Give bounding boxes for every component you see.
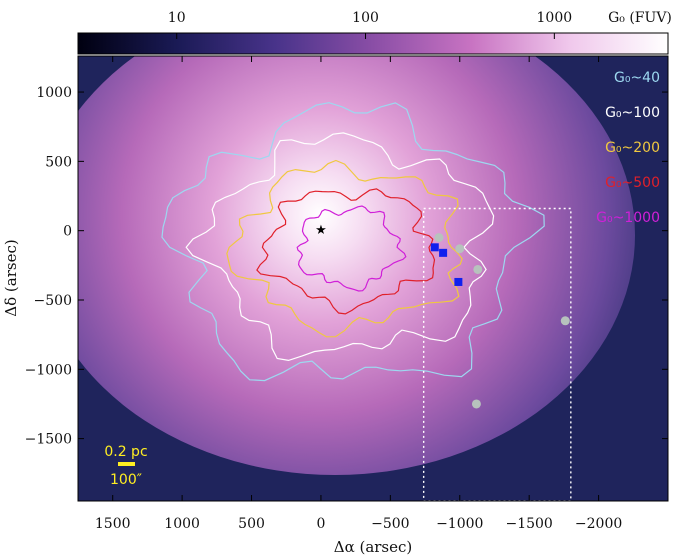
x-tick-label: −500 [371, 516, 409, 532]
colorbar-label: G₀ (FUV) [608, 10, 672, 26]
contour-line [226, 159, 463, 338]
y-tick-label: 500 [45, 154, 72, 170]
blue-marker [454, 277, 463, 286]
plot-frame [77, 55, 669, 502]
gray-marker [560, 316, 570, 326]
colorbar-tick-label: 10 [168, 10, 186, 26]
x-tick-label: −2000 [575, 516, 622, 532]
gray-marker [471, 399, 481, 409]
legend-entry: G₀~200 [605, 140, 660, 156]
gray-marker [473, 264, 483, 274]
contour-line [256, 188, 436, 315]
legend-entry: G₀~500 [605, 175, 660, 191]
scale-bar-line [118, 462, 135, 466]
gray-marker [455, 244, 465, 254]
legend-entry: G₀~100 [605, 105, 660, 121]
y-tick-label: −1500 [25, 432, 72, 448]
y-tick-label: 1000 [36, 85, 72, 101]
y-tick-label: −1000 [25, 362, 72, 378]
x-tick-label: −1000 [436, 516, 483, 532]
markers-layer [430, 233, 570, 409]
blue-marker [430, 243, 439, 252]
contour-legend: G₀~40 G₀~100 G₀~200 G₀~500 G₀~1000 [596, 70, 660, 226]
x-tick-label: −1500 [505, 516, 552, 532]
legend-entry: G₀~40 [614, 70, 660, 86]
scale-bar: 0.2 pc 100″ [104, 444, 147, 488]
y-tick-label: −500 [34, 293, 72, 309]
scale-bar-top-label: 0.2 pc [104, 444, 147, 460]
y-axis-title: Δδ (arsec) [2, 239, 20, 316]
x-tick-label: 500 [238, 516, 265, 532]
x-axis: 1500 1000 500 0 −500 −1000 −1500 −2000 [95, 56, 622, 532]
scale-bar-bottom-label: 100″ [110, 472, 142, 488]
blue-marker [439, 248, 448, 257]
colorbar-tick-label: 1000 [537, 10, 573, 26]
y-tick-label: 0 [63, 224, 72, 240]
x-tick-label: 1500 [95, 516, 131, 532]
x-axis-title: Δα (arsec) [334, 538, 413, 556]
colorbar: 10 100 1000 G₀ (FUV) [77, 10, 672, 55]
contour-line [161, 102, 545, 382]
legend-entry: G₀~1000 [596, 210, 660, 226]
colorbar-ticks: 10 100 1000 [168, 10, 572, 39]
x-tick-label: 0 [316, 516, 325, 532]
y-axis: 1000 500 0 −500 −1000 −1500 [25, 85, 668, 448]
map-area: ★ [77, 55, 669, 502]
x-tick-label: 1000 [164, 516, 200, 532]
contour-line [296, 205, 407, 292]
gray-marker [434, 233, 444, 243]
colorbar-tick-label: 100 [352, 10, 379, 26]
colorbar-gradient [77, 32, 669, 55]
nebula-emission [78, 56, 635, 475]
star-marker: ★ [315, 223, 327, 238]
